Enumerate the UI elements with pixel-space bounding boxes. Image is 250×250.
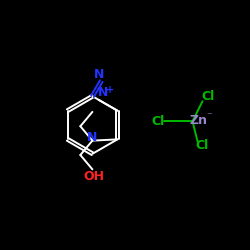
Text: +: + bbox=[106, 85, 114, 95]
Text: Cl: Cl bbox=[196, 139, 209, 152]
Text: Cl: Cl bbox=[151, 115, 164, 128]
Text: N: N bbox=[98, 86, 108, 99]
Text: OH: OH bbox=[83, 170, 104, 183]
Text: Zn: Zn bbox=[190, 114, 208, 126]
Text: N: N bbox=[94, 68, 104, 81]
Text: N: N bbox=[87, 131, 98, 144]
Text: Cl: Cl bbox=[201, 90, 214, 103]
Text: ⁻: ⁻ bbox=[206, 111, 212, 121]
